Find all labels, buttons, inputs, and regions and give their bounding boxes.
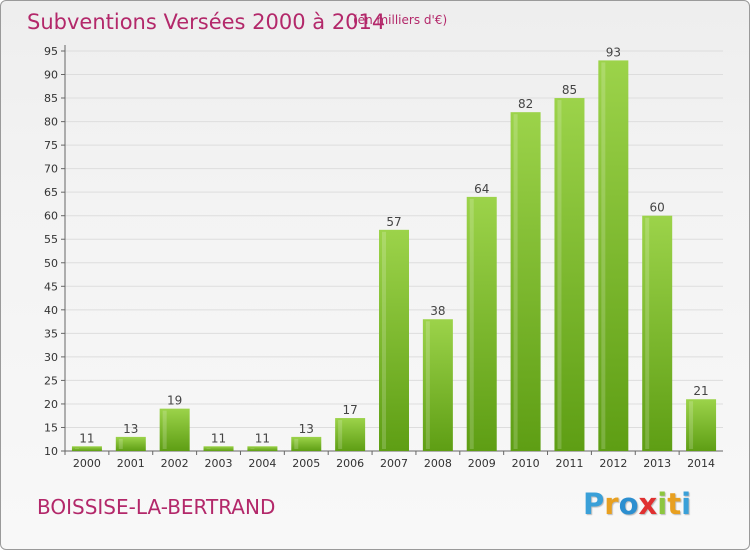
bar-2007[interactable] bbox=[379, 229, 409, 451]
y-tick-label: 30 bbox=[44, 351, 58, 364]
bar-highlight bbox=[74, 448, 79, 449]
x-tick-label: 2009 bbox=[468, 457, 496, 470]
x-tick-label: 2008 bbox=[424, 457, 452, 470]
bar-2001[interactable] bbox=[115, 436, 146, 451]
y-tick-labels: 10 15 20 25 30 35 40 45 50 55 60 65 70 75 80 85 90 95 bbox=[44, 45, 58, 458]
bar-highlight bbox=[601, 62, 606, 449]
bar-2005[interactable] bbox=[291, 436, 322, 451]
commune-name: BOISSISE-LA-BERTRAND bbox=[37, 495, 276, 519]
bar-value-label: 57 bbox=[386, 215, 401, 229]
bar-2003[interactable] bbox=[203, 446, 234, 451]
y-tick-label: 25 bbox=[44, 374, 58, 387]
bar-highlight bbox=[294, 438, 299, 449]
bar-highlight bbox=[250, 448, 255, 449]
x-tick-label: 2003 bbox=[205, 457, 233, 470]
bar-value-label: 11 bbox=[255, 431, 270, 445]
bars: 11 13 19 11 11 13 17 57 38 64 82 85 93 60 21 bbox=[71, 45, 717, 452]
bar-highlight bbox=[338, 420, 343, 449]
bar-highlight bbox=[513, 114, 518, 450]
bar-value-label: 11 bbox=[79, 431, 94, 445]
y-tick-label: 20 bbox=[44, 398, 58, 411]
bar-highlight bbox=[118, 438, 123, 449]
bar-highlight bbox=[469, 198, 474, 449]
bar-value-label: 93 bbox=[606, 45, 621, 59]
bar-2010[interactable] bbox=[510, 112, 541, 452]
bar-value-label: 38 bbox=[430, 304, 445, 318]
bar-highlight bbox=[206, 448, 211, 449]
y-tick-label: 60 bbox=[44, 210, 58, 223]
bar-highlight bbox=[425, 321, 430, 449]
bar-2004[interactable] bbox=[247, 446, 278, 451]
bar-2012[interactable] bbox=[598, 60, 629, 451]
bar-value-label: 11 bbox=[211, 431, 226, 445]
x-tick-labels: 2000 2001 2002 2003 2004 2005 2006 2007 2008 2009… bbox=[73, 457, 715, 470]
y-tick-label: 85 bbox=[44, 92, 58, 105]
x-tick-label: 2002 bbox=[161, 457, 189, 470]
bar-2002[interactable] bbox=[159, 408, 190, 451]
chart-unit: (en milliers d'€) bbox=[353, 13, 448, 27]
bar-2008[interactable] bbox=[422, 319, 453, 451]
y-tick-label: 35 bbox=[44, 327, 58, 340]
x-tick-label: 2012 bbox=[599, 457, 627, 470]
bar-value-label: 85 bbox=[562, 83, 577, 97]
bar-value-label: 13 bbox=[299, 422, 314, 436]
x-tick-label: 2011 bbox=[555, 457, 583, 470]
y-tick-label: 15 bbox=[44, 421, 58, 434]
y-tick-label: 95 bbox=[44, 45, 58, 58]
bar-highlight bbox=[162, 410, 167, 449]
x-tick-label: 2005 bbox=[292, 457, 320, 470]
bar-highlight bbox=[557, 100, 562, 449]
y-tick-label: 10 bbox=[44, 445, 58, 458]
bar-value-label: 64 bbox=[474, 182, 489, 196]
x-tick-label: 2001 bbox=[117, 457, 145, 470]
x-tick-label: 2000 bbox=[73, 457, 101, 470]
x-tick-label: 2006 bbox=[336, 457, 364, 470]
x-tick-label: 2013 bbox=[643, 457, 671, 470]
chart-title: Subventions Versées 2000 à 2014 bbox=[27, 10, 386, 34]
x-tick-label: 2004 bbox=[248, 457, 276, 470]
bar-value-label: 21 bbox=[693, 384, 708, 398]
bar-highlight bbox=[689, 401, 694, 449]
bar-2011[interactable] bbox=[554, 98, 585, 451]
y-tick-label: 75 bbox=[44, 139, 58, 152]
bar-2013[interactable] bbox=[642, 215, 673, 451]
bar-highlight bbox=[382, 231, 386, 449]
y-tick-label: 45 bbox=[44, 280, 58, 293]
y-tick-label: 70 bbox=[44, 163, 58, 176]
bar-value-label: 17 bbox=[342, 403, 357, 417]
bar-2009[interactable] bbox=[466, 196, 497, 451]
bar-value-label: 82 bbox=[518, 97, 533, 111]
bar-2014[interactable] bbox=[686, 399, 717, 451]
x-tick-label: 2010 bbox=[512, 457, 540, 470]
y-tick-label: 90 bbox=[44, 69, 58, 82]
bar-2006[interactable] bbox=[335, 418, 366, 451]
y-tick-label: 50 bbox=[44, 257, 58, 270]
y-tick-label: 80 bbox=[44, 116, 58, 129]
bar-value-label: 19 bbox=[167, 394, 182, 408]
proxiti-logo[interactable]: Proxiti bbox=[583, 487, 692, 521]
y-tick-label: 40 bbox=[44, 304, 58, 317]
bar-highlight bbox=[645, 217, 650, 449]
bar-value-label: 13 bbox=[123, 422, 138, 436]
x-tick-label: 2007 bbox=[380, 457, 408, 470]
bar-2000[interactable] bbox=[71, 446, 102, 451]
y-tick-label: 65 bbox=[44, 186, 58, 199]
bar-value-label: 60 bbox=[650, 201, 665, 215]
y-tick-label: 55 bbox=[44, 233, 58, 246]
x-tick-label: 2014 bbox=[687, 457, 715, 470]
